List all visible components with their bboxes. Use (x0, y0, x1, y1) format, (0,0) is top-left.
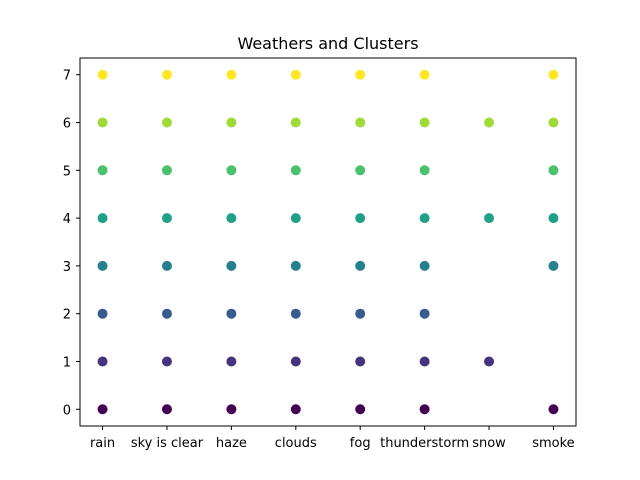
x-tick-label: snow (472, 436, 506, 451)
scatter-point (97, 117, 108, 128)
scatter-point (290, 165, 301, 176)
scatter-point (290, 404, 301, 415)
scatter-point (548, 117, 559, 128)
scatter-point (97, 404, 108, 415)
scatter-point (161, 165, 172, 176)
scatter-point (419, 260, 430, 271)
scatter-point (548, 213, 559, 224)
scatter-point (419, 308, 430, 319)
scatter-point (484, 117, 495, 128)
scatter-point (226, 213, 237, 224)
scatter-point (419, 213, 430, 224)
scatter-point (97, 356, 108, 367)
scatter-point (290, 308, 301, 319)
scatter-point (548, 404, 559, 415)
scatter-point (161, 260, 172, 271)
scatter-point (97, 260, 108, 271)
scatter-point (355, 356, 366, 367)
scatter-point (226, 260, 237, 271)
scatter-point (161, 69, 172, 80)
scatter-point (226, 308, 237, 319)
scatter-point (226, 404, 237, 415)
scatter-point (484, 356, 495, 367)
scatter-point (161, 404, 172, 415)
y-tick-label: 3 (63, 260, 71, 275)
y-tick-label: 7 (63, 69, 71, 84)
scatter-point (419, 117, 430, 128)
scatter-point (290, 117, 301, 128)
scatter-point (355, 404, 366, 415)
scatter-point (161, 213, 172, 224)
x-tick-label: thunderstorm (380, 436, 469, 451)
y-tick-label: 0 (63, 403, 71, 418)
x-axis: rain sky is clear haze clouds fog thunderstor… (90, 426, 575, 451)
y-tick-label: 6 (63, 117, 71, 132)
scatter-point (226, 69, 237, 80)
x-tick-label: smoke (532, 436, 574, 451)
scatter-point (97, 213, 108, 224)
y-tick-label: 4 (63, 212, 71, 227)
y-axis: 0 1 2 3 4 5 6 7 (63, 69, 80, 418)
y-tick-label: 2 (63, 308, 71, 323)
scatter-point (419, 404, 430, 415)
scatter-point (290, 260, 301, 271)
scatter-point (161, 308, 172, 319)
scatter-point (97, 308, 108, 319)
x-tick-label: fog (350, 436, 371, 451)
x-tick-label: rain (90, 436, 115, 451)
scatter-point (355, 165, 366, 176)
scatter-point (290, 69, 301, 80)
x-tick-label: sky is clear (131, 436, 204, 451)
scatter-point (226, 165, 237, 176)
scatter-point (97, 69, 108, 80)
scatter-point (290, 213, 301, 224)
scatter-point (226, 117, 237, 128)
scatter-point (355, 308, 366, 319)
scatter-point (290, 356, 301, 367)
scatter-point (161, 117, 172, 128)
x-tick-label: clouds (275, 436, 317, 451)
scatter-point (355, 213, 366, 224)
scatter-point (548, 69, 559, 80)
scatter-point (419, 356, 430, 367)
scatter-point (355, 260, 366, 271)
scatter-point (419, 69, 430, 80)
plot-frame (79, 57, 577, 427)
scatter-point (484, 213, 495, 224)
chart-title: Weathers and Clusters (237, 34, 418, 53)
scatter-point (97, 165, 108, 176)
y-tick-label: 5 (63, 164, 71, 179)
scatter-point (548, 165, 559, 176)
y-tick-label: 1 (63, 355, 71, 370)
scatter-point (355, 69, 366, 80)
scatter-point (419, 165, 430, 176)
scatter-point (226, 356, 237, 367)
scatter-points (97, 69, 559, 415)
scatter-point (161, 356, 172, 367)
x-tick-label: haze (216, 436, 247, 451)
scatter-point (355, 117, 366, 128)
scatter-point (548, 260, 559, 271)
